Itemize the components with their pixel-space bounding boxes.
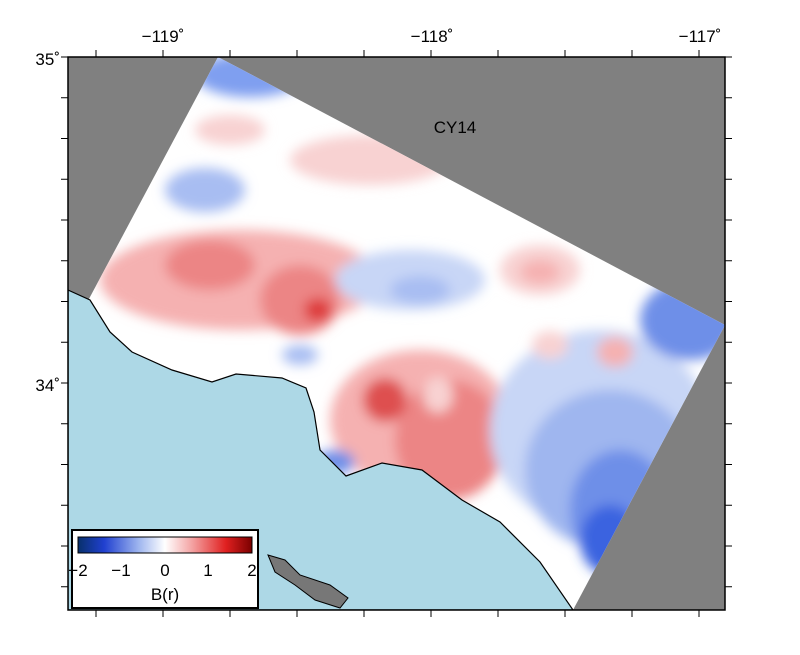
map-area bbox=[68, 57, 725, 610]
map-frame bbox=[67, 56, 726, 611]
colorbar-tick-label: 1 bbox=[203, 561, 212, 580]
colorbar-tick-label: −1 bbox=[111, 561, 130, 580]
model-label: CY14 bbox=[434, 118, 477, 137]
x-tick-label: −117˚ bbox=[679, 27, 722, 46]
y-tick-label: 35˚ bbox=[35, 50, 60, 69]
frame-ticks bbox=[61, 50, 732, 617]
y-tick-label: 34˚ bbox=[35, 376, 60, 395]
island bbox=[267, 554, 349, 609]
colorbar-title: B(r) bbox=[151, 585, 179, 604]
colorbar: −2 −1 0 1 2 B(r) bbox=[68, 529, 259, 609]
colorbar-tick-label: −2 bbox=[68, 561, 87, 580]
colorbar-tick-label: 2 bbox=[247, 561, 256, 580]
x-tick-label: −118˚ bbox=[411, 27, 454, 46]
colorbar-tick-label: 0 bbox=[160, 561, 169, 580]
x-tick-label: −119˚ bbox=[142, 27, 185, 46]
colorbar-scale bbox=[77, 536, 253, 554]
